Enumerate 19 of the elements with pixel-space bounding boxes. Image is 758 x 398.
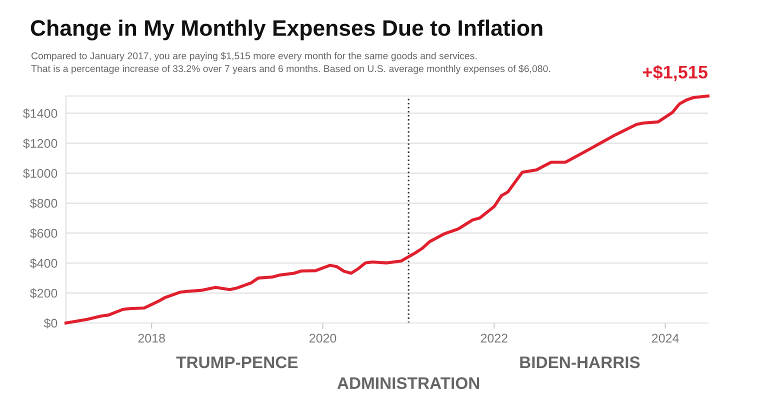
text: BIDEN-HARRIS (520, 356, 640, 368)
y-tick-label: $1000 (23, 168, 58, 179)
text: ADMINISTRATION (337, 377, 480, 390)
y-tick-label: $1400 (23, 108, 58, 119)
line-series (64, 94, 710, 325)
y-tick-label: $1200 (23, 138, 58, 149)
y-tick-label: $0 (44, 318, 58, 328)
chart-subtitle: Compared to January 2017, you are paying $1,515 more every month for the same goods and services. That is a percentage increase of 33.2% over 7 years and 6 months. Based on U.S. average monthly expenses of $6,080. (31, 52, 550, 74)
x-tick-label: 2022 (480, 334, 508, 343)
y-tick-label: $400 (30, 258, 58, 268)
text: TRUMP-PENCE (176, 356, 298, 368)
x-tick-label: 2018 (138, 334, 165, 343)
x-tick-label: 2020 (309, 334, 336, 343)
chart-title: Change in My Monthly Expenses Due to Inflation (30, 20, 542, 40)
annotation: +$1,515 (642, 64, 708, 82)
y-tick-label: $800 (30, 198, 58, 209)
x-tick-label: 2024 (652, 334, 679, 343)
y-tick-label: $200 (30, 288, 58, 298)
y-tick-label: $600 (30, 228, 58, 238)
